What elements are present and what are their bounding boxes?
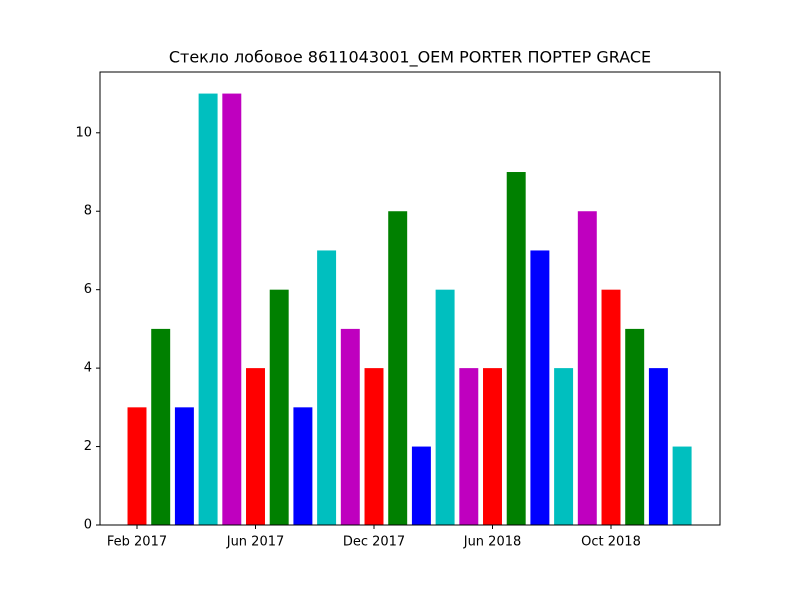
bar <box>625 328 645 525</box>
x-tick-label: Dec 2017 <box>343 535 405 550</box>
bar <box>340 328 360 525</box>
bar <box>506 172 526 525</box>
bar <box>483 368 502 525</box>
bar <box>554 368 574 525</box>
bar <box>293 407 313 525</box>
y-tick-label: 4 <box>84 361 92 376</box>
plot-frame <box>99 71 721 526</box>
bar <box>222 93 242 526</box>
bar <box>648 368 668 525</box>
bar <box>388 211 408 525</box>
bar <box>459 368 479 525</box>
bar <box>411 446 431 525</box>
bar <box>246 368 265 525</box>
bar <box>601 289 621 525</box>
y-tick-label: 0 <box>84 518 92 533</box>
bar <box>174 407 194 525</box>
y-tick-label: 8 <box>84 204 92 219</box>
bar <box>269 289 289 525</box>
bar <box>317 250 337 526</box>
bar <box>530 250 550 526</box>
bar <box>151 328 171 525</box>
bar <box>127 407 147 525</box>
chart-title: Стекло лобовое 8611043001_OEM PORTER ПОР… <box>169 48 651 68</box>
bar <box>364 368 384 525</box>
bar <box>577 211 597 525</box>
x-tick-label: Jun 2018 <box>463 535 522 550</box>
bar <box>198 93 218 526</box>
y-tick-label: 10 <box>75 125 92 140</box>
y-tick-label: 2 <box>84 439 92 454</box>
bar <box>435 289 455 525</box>
y-tick-label: 6 <box>84 282 92 297</box>
x-tick-label: Oct 2018 <box>581 535 641 550</box>
x-tick-label: Jun 2017 <box>226 535 285 550</box>
x-tick-label: Feb 2017 <box>107 535 167 550</box>
bar <box>672 446 692 525</box>
